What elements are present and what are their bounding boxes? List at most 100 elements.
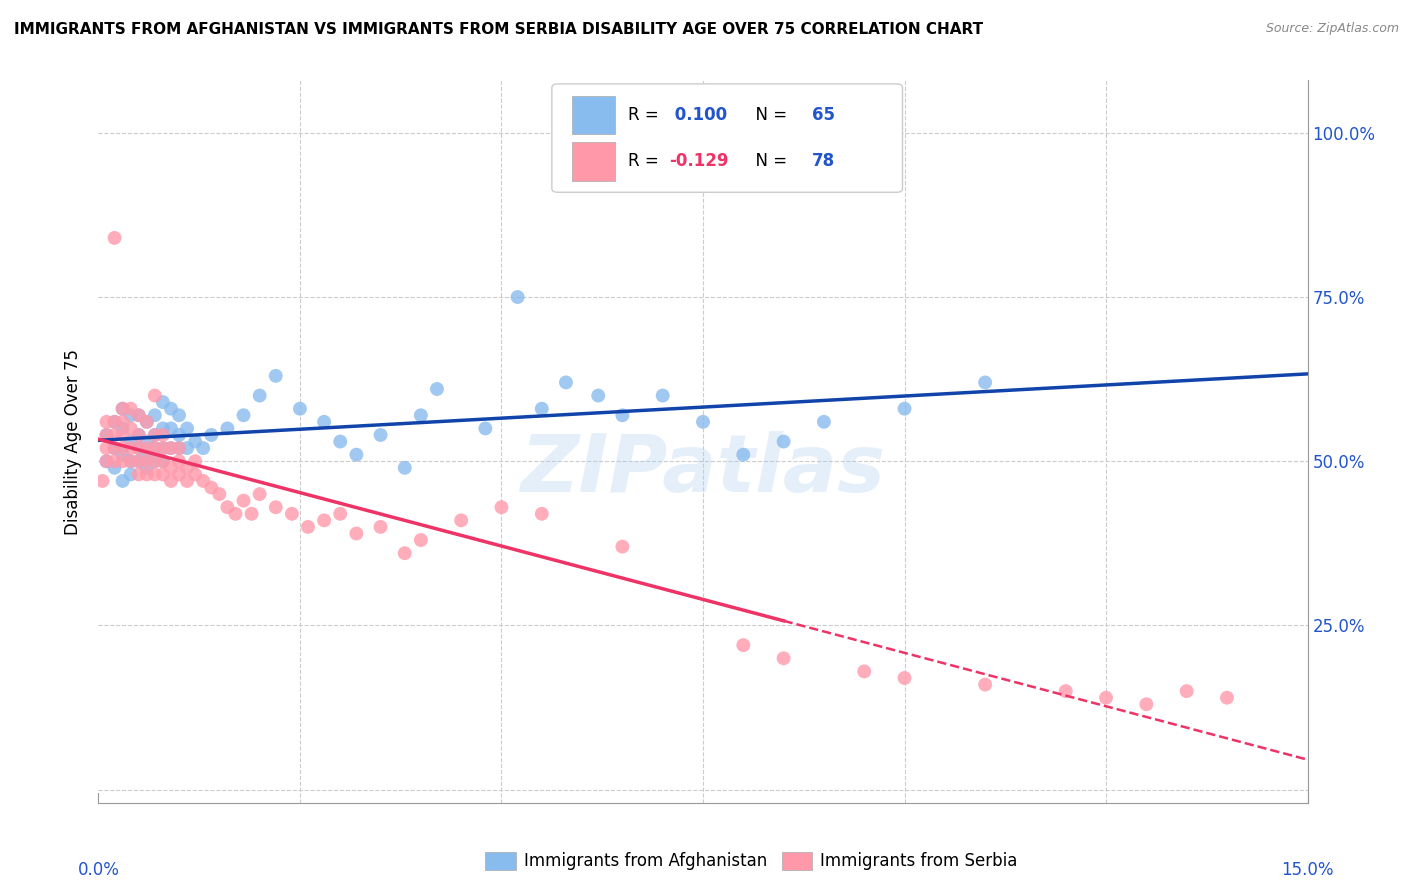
Point (96, 428, 118, 442)
Point (249, 487, 271, 501)
Point (409, 533, 432, 547)
Point (96, 454, 118, 468)
Point (111, 441, 134, 455)
Point (128, 454, 150, 468)
Text: Source: ZipAtlas.com: Source: ZipAtlas.com (1265, 22, 1399, 36)
Point (586, 388, 609, 402)
Point (143, 388, 166, 402)
Point (394, 460, 416, 475)
Point (160, 401, 183, 416)
Point (167, 409, 190, 423)
Point (128, 454, 150, 468)
Point (733, 448, 755, 462)
Point (152, 467, 174, 482)
Point (314, 513, 336, 527)
Point (103, 460, 125, 475)
Point (370, 520, 392, 534)
Point (111, 401, 134, 416)
Text: 78: 78 (811, 153, 835, 170)
Text: IMMIGRANTS FROM AFGHANISTAN VS IMMIGRANTS FROM SERBIA DISABILITY AGE OVER 75 COR: IMMIGRANTS FROM AFGHANISTAN VS IMMIGRANT… (14, 22, 983, 37)
Point (1095, 690, 1118, 705)
Text: ZIPatlas: ZIPatlas (520, 432, 886, 509)
Point (111, 401, 134, 416)
Point (111, 448, 134, 462)
Point (143, 428, 166, 442)
Point (120, 434, 142, 449)
Point (103, 415, 125, 429)
Point (120, 409, 142, 423)
Point (249, 388, 271, 402)
Point (160, 474, 183, 488)
Bar (572, 142, 614, 180)
Point (555, 376, 578, 390)
Point (217, 421, 239, 435)
Point (128, 441, 150, 455)
Point (120, 454, 142, 468)
Point (450, 513, 472, 527)
Point (96, 428, 118, 442)
Point (143, 467, 166, 482)
Point (135, 467, 157, 482)
Point (167, 467, 190, 482)
Point (772, 434, 794, 449)
Point (167, 428, 190, 442)
Point (128, 428, 150, 442)
Point (491, 500, 513, 515)
Text: Immigrants from Afghanistan: Immigrants from Afghanistan (524, 852, 768, 870)
Point (232, 409, 254, 423)
Point (176, 460, 198, 475)
Point (143, 441, 166, 455)
Text: 65: 65 (811, 106, 835, 124)
Point (128, 409, 150, 423)
Point (111, 454, 134, 468)
Point (474, 421, 496, 435)
Point (297, 520, 319, 534)
Point (612, 540, 634, 554)
Point (128, 441, 150, 455)
Point (143, 454, 166, 468)
Point (853, 665, 876, 679)
Point (264, 368, 287, 383)
Point (208, 487, 231, 501)
Point (135, 448, 157, 462)
Point (120, 467, 142, 482)
Point (103, 231, 125, 245)
Point (193, 474, 215, 488)
Text: Immigrants from Serbia: Immigrants from Serbia (820, 852, 1018, 870)
Point (135, 441, 157, 455)
Point (394, 546, 416, 560)
Point (370, 428, 392, 442)
Point (409, 409, 432, 423)
Point (103, 441, 125, 455)
Point (893, 671, 915, 685)
Point (143, 454, 166, 468)
Point (128, 428, 150, 442)
Point (167, 441, 190, 455)
Point (264, 500, 287, 515)
Point (152, 421, 174, 435)
Point (530, 507, 553, 521)
Point (530, 401, 553, 416)
Point (160, 460, 183, 475)
Point (288, 401, 311, 416)
Point (200, 428, 222, 442)
Point (111, 428, 134, 442)
Point (120, 401, 142, 416)
Point (167, 454, 190, 468)
Point (128, 409, 150, 423)
Point (111, 474, 134, 488)
Point (217, 500, 239, 515)
Point (1135, 698, 1157, 712)
Text: 0.0%: 0.0% (77, 861, 120, 879)
Text: R =: R = (628, 106, 664, 124)
Point (143, 428, 166, 442)
Point (167, 441, 190, 455)
Point (200, 481, 222, 495)
Point (103, 441, 125, 455)
Point (651, 388, 673, 402)
Point (160, 421, 183, 435)
Point (692, 415, 714, 429)
Point (232, 493, 254, 508)
Point (135, 434, 157, 449)
Bar (782, 852, 811, 870)
